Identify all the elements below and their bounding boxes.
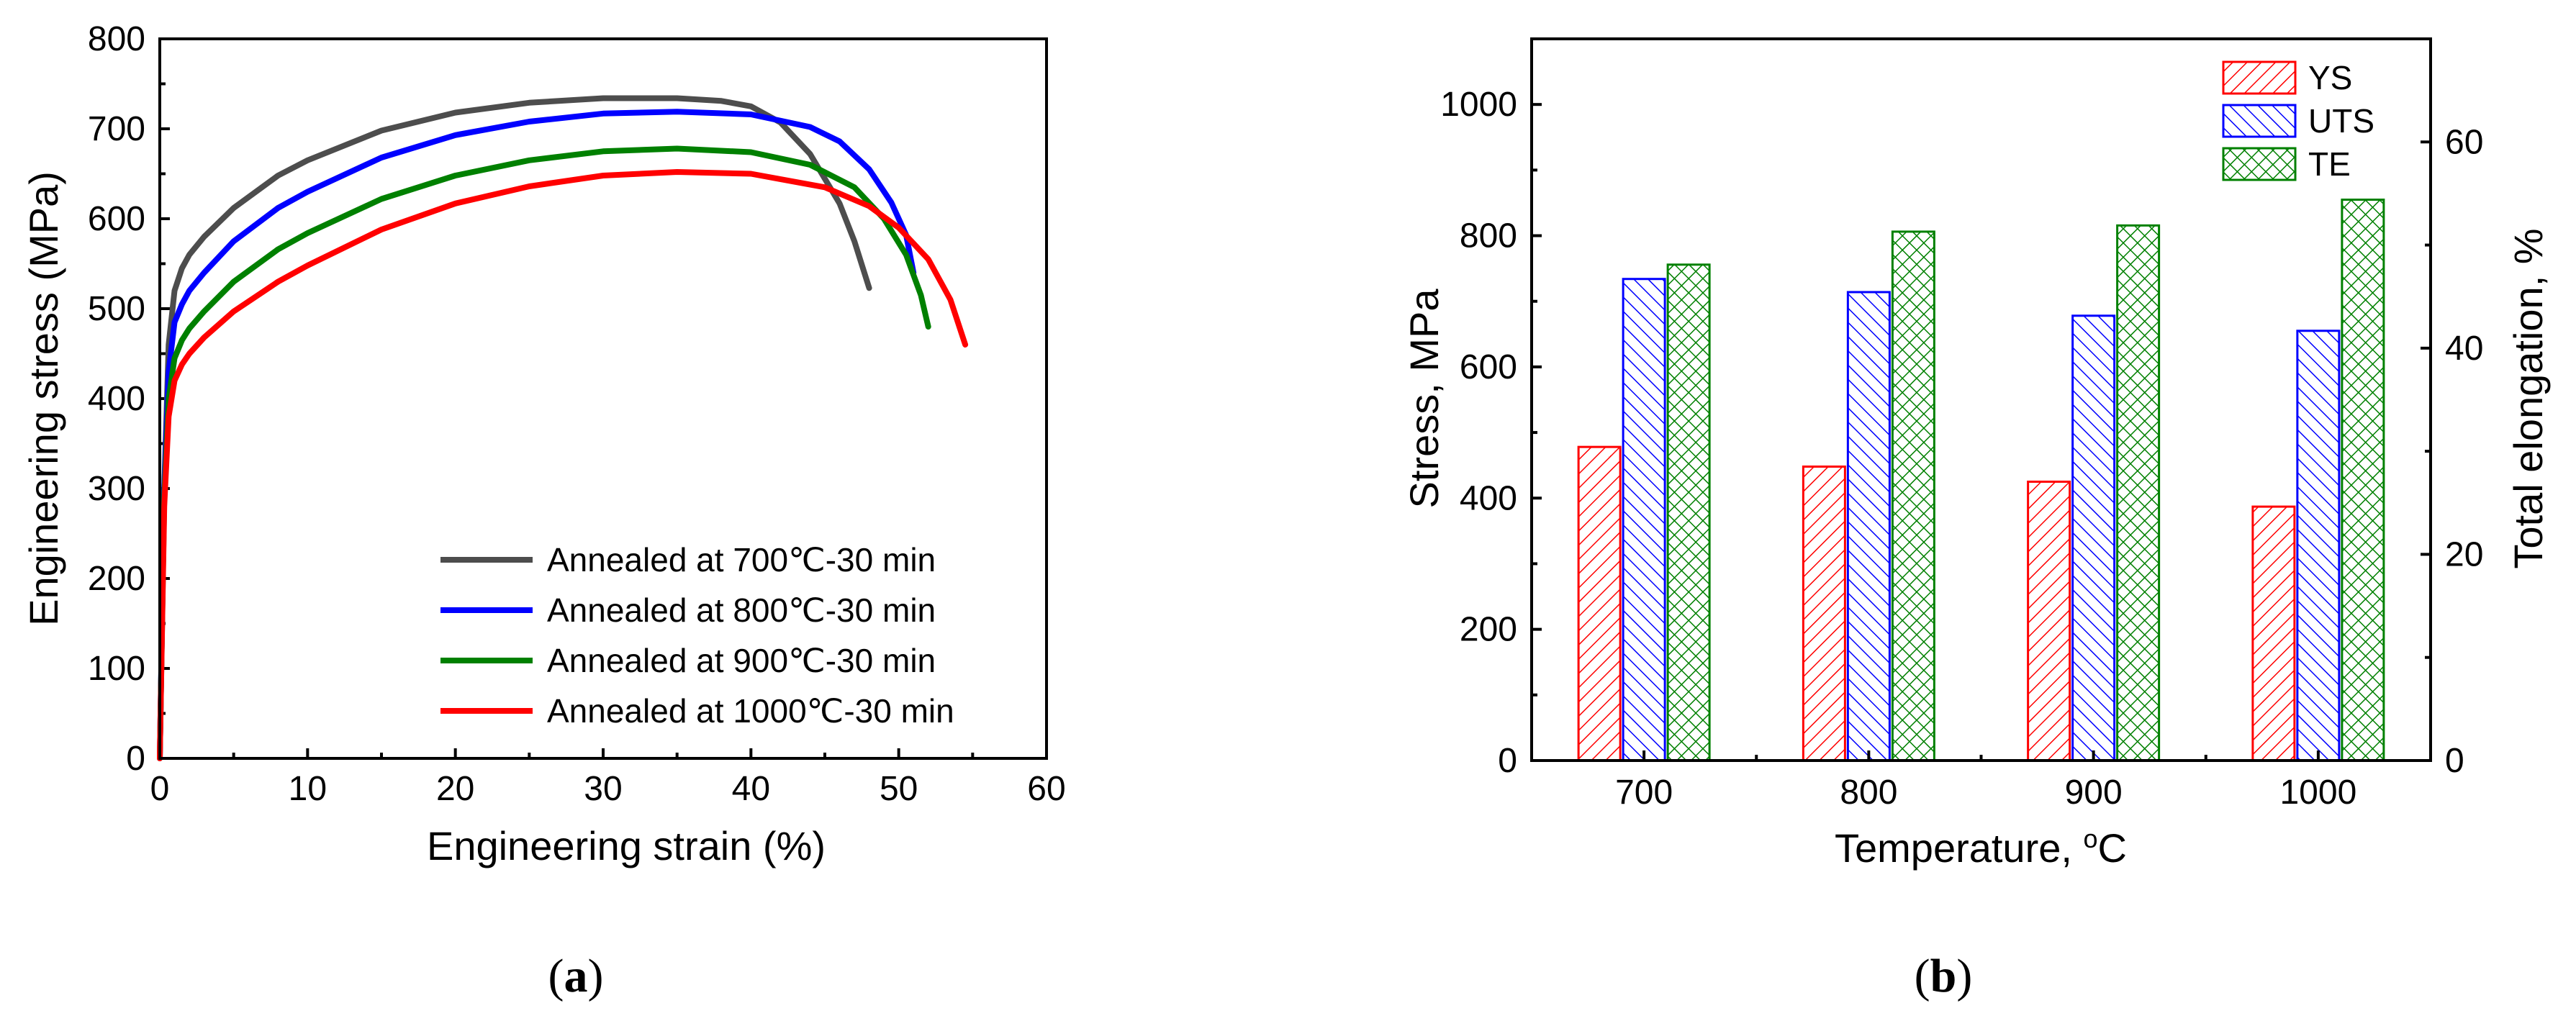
chart-b-ytick-label: 400: [1460, 479, 1517, 517]
chart-a-lines: [157, 95, 969, 761]
chart-b-frame: [1530, 37, 2432, 762]
chart-a-xtick-label: 20: [436, 770, 474, 808]
chart-b-xtick-label: 700: [1615, 773, 1673, 812]
chart-a-ytick-label: 300: [88, 470, 145, 508]
bar-uts-900: [2071, 314, 2116, 762]
chart-a-xtick-label: 30: [584, 770, 622, 808]
bar-te-700: [1666, 263, 1711, 762]
legend-label-3: Annealed at 900℃-30 min: [547, 642, 936, 679]
chart-b-ylabel: Stress, MPa: [1401, 289, 1447, 509]
chart-a-frame: [158, 37, 1048, 760]
legend-label-ys: YS: [2308, 59, 2352, 96]
chart-a-ytick-label: 600: [88, 200, 145, 238]
chart-a-ytick-label: 500: [88, 290, 145, 328]
chart-b-xtick-label: 900: [2065, 773, 2123, 812]
bar-ys-900: [2027, 480, 2071, 762]
bar-uts-700: [1622, 278, 1666, 762]
chart-b-ytick-label: 600: [1460, 348, 1517, 386]
chart-b-y2tick-label: 40: [2445, 330, 2483, 368]
chart-a-xtick-label: 50: [880, 770, 918, 808]
legend-swatch-ys: [2222, 60, 2297, 95]
bar-ys-800: [1802, 466, 1846, 762]
chart-b-legend: YS UTS TE: [2222, 59, 2374, 183]
chart-b-xlabel: Temperature, oC: [1835, 824, 2127, 871]
panel-a-caption: (a): [548, 950, 604, 1002]
legend-swatch-te: [2222, 147, 2297, 181]
chart-b-y2tick-label: 60: [2445, 123, 2483, 161]
panel-b-caption: (b): [1915, 950, 1973, 1002]
chart-a-xtick-label: 10: [289, 770, 327, 808]
chart-a-ylabel: Engineering stress (MPa): [21, 171, 66, 626]
chart-a-xtick-label: 60: [1027, 770, 1065, 808]
chart-b-xtick-label: 1000: [2279, 773, 2356, 812]
chart-a-xlabel: Engineering strain (%): [427, 823, 826, 868]
bar-uts-1000: [2296, 330, 2341, 762]
chart-b-y2tick-label: 0: [2445, 742, 2464, 780]
chart-a-ytick-label: 100: [88, 650, 145, 688]
chart-a-ytick-label: 800: [88, 20, 145, 58]
legend-label-1: Annealed at 700℃-30 min: [547, 541, 936, 578]
chart-a-xtick-label: 0: [150, 770, 170, 808]
legend-label-te: TE: [2308, 145, 2351, 183]
bar-ys-700: [1577, 445, 1622, 762]
chart-a-legend: Annealed at 700℃-30 min Annealed at 800℃-…: [440, 541, 954, 730]
chart-b-bars: [1577, 199, 2385, 762]
chart-b-y2tick-label: 20: [2445, 535, 2483, 573]
chart-b-ticks: 700 800 900 1000 0 200 400 600 800 1000 0 20 40 60: [1440, 86, 2483, 812]
chart-a-ytick-label: 700: [88, 110, 145, 148]
chart-a-ytick-label: 200: [88, 560, 145, 598]
series-line-1: [157, 95, 872, 761]
bar-te-800: [1891, 230, 1935, 762]
chart-b-xtick-label: 800: [1840, 773, 1897, 812]
bar-te-1000: [2341, 199, 2385, 762]
bar-ys-1000: [2251, 505, 2296, 762]
chart-b-y2label: Total elongation, %: [2505, 228, 2551, 568]
chart-a-xtick-label: 40: [732, 770, 770, 808]
chart-b: 700 800 900 1000 0 200 400 600 800 1000 0 20 40 60 Te…: [1401, 37, 2551, 871]
chart-b-ytick-label: 800: [1460, 217, 1517, 255]
chart-a-ytick-label: 0: [126, 740, 145, 778]
chart-a-ytick-label: 400: [88, 380, 145, 418]
chart-b-ytick-label: 1000: [1440, 86, 1517, 124]
bar-uts-800: [1846, 291, 1891, 762]
legend-label-4: Annealed at 1000℃-30 min: [547, 692, 954, 730]
legend-swatch-uts: [2222, 104, 2297, 138]
legend-label-2: Annealed at 800℃-30 min: [547, 591, 936, 629]
chart-b-ytick-label: 200: [1460, 611, 1517, 649]
bar-te-900: [2116, 224, 2161, 762]
series-line-2: [157, 109, 917, 761]
series-line-3: [157, 145, 931, 761]
chart-b-ytick-label: 0: [1498, 742, 1517, 780]
legend-label-uts: UTS: [2308, 102, 2374, 140]
series-line-4: [157, 169, 969, 761]
